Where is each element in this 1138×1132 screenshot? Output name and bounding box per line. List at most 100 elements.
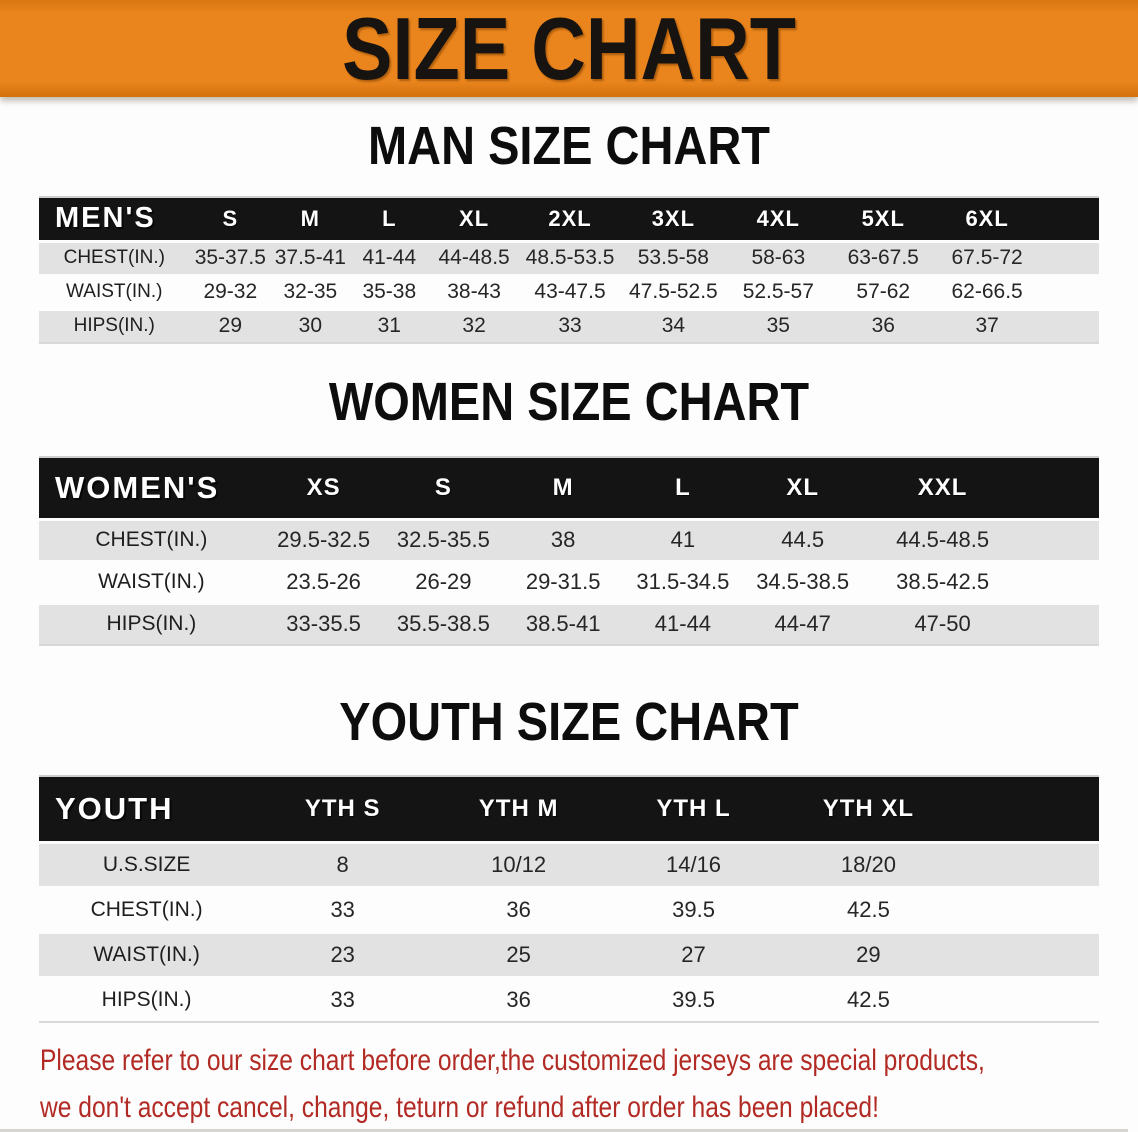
size-value: 29-32 bbox=[189, 273, 272, 309]
size-value: 42.5 bbox=[780, 975, 956, 1022]
spacer-cell bbox=[955, 885, 1099, 932]
size-value: 63-67.5 bbox=[830, 239, 936, 275]
size-column-header: S bbox=[189, 196, 272, 241]
measurement-row: CHEST(IN.) 33 36 39.5 42.5 bbox=[39, 885, 1099, 932]
size-column-header: XL bbox=[429, 196, 520, 241]
size-column-header: XL bbox=[742, 456, 863, 519]
size-column-header: 5XL bbox=[830, 196, 936, 241]
size-value: 43-47.5 bbox=[519, 273, 621, 309]
row-label: WAIST(IN.) bbox=[39, 273, 190, 309]
size-value: 62-66.5 bbox=[935, 273, 1039, 309]
size-column-header: L bbox=[349, 196, 430, 241]
bottom-edge-divider bbox=[0, 1129, 1128, 1132]
size-value: 38.5-42.5 bbox=[862, 559, 1023, 603]
size-value: 29 bbox=[189, 307, 272, 343]
size-value: 67.5-72 bbox=[935, 239, 1039, 275]
disclaimer-line-2: we don't accept cancel, change, teturn o… bbox=[40, 1091, 879, 1124]
size-column-header: S bbox=[383, 456, 504, 519]
youth-section-heading: YOUTH SIZE CHART bbox=[339, 692, 799, 752]
measurement-row: CHEST(IN.) 29.5-32.5 32.5-35.5 38 41 44.5 44.5… bbox=[39, 517, 1099, 561]
size-value: 25 bbox=[431, 930, 607, 977]
section-women: WOMEN SIZE CHART WOMEN'S XS S M L XL XXL CHEST… bbox=[0, 375, 1138, 646]
size-column-header: 3XL bbox=[620, 196, 726, 241]
size-column-header: M bbox=[503, 456, 624, 519]
size-value: 18/20 bbox=[780, 840, 956, 887]
size-column-header: 2XL bbox=[519, 196, 621, 241]
row-label: HIPS(IN.) bbox=[39, 601, 264, 645]
size-value: 31.5-34.5 bbox=[623, 559, 743, 603]
size-value: 32-35 bbox=[271, 273, 350, 309]
size-column-header: YTH M bbox=[431, 775, 607, 842]
size-value: 44.5-48.5 bbox=[862, 517, 1023, 561]
measurement-row: HIPS(IN.) 29 30 31 32 33 34 35 36 37 bbox=[39, 307, 1099, 343]
youth-group-label: YOUTH bbox=[39, 775, 255, 842]
size-value: 27 bbox=[606, 930, 781, 977]
size-value: 47.5-52.5 bbox=[620, 273, 726, 309]
youth-header-bar: YOUTH YTH S YTH M YTH L YTH XL bbox=[39, 775, 1099, 842]
size-value: 37 bbox=[935, 307, 1039, 343]
size-value: 36 bbox=[431, 885, 607, 932]
row-label: HIPS(IN.) bbox=[39, 975, 255, 1022]
spacer-cell bbox=[1022, 517, 1099, 561]
size-column-header: 6XL bbox=[935, 196, 1039, 241]
size-value: 8 bbox=[254, 840, 432, 887]
size-value: 58-63 bbox=[725, 239, 831, 275]
size-column-header: XXL bbox=[862, 456, 1023, 519]
spacer-cell bbox=[955, 975, 1099, 1022]
spacer-cell bbox=[955, 775, 1099, 842]
size-value: 36 bbox=[830, 307, 936, 343]
row-label: CHEST(IN.) bbox=[39, 885, 255, 932]
size-value: 23.5-26 bbox=[263, 559, 384, 603]
size-value: 47-50 bbox=[862, 601, 1023, 645]
size-value: 37.5-41 bbox=[271, 239, 350, 275]
size-value: 39.5 bbox=[606, 885, 781, 932]
size-value: 30 bbox=[271, 307, 350, 343]
women-group-label: WOMEN'S bbox=[39, 456, 264, 519]
size-value: 35.5-38.5 bbox=[383, 601, 504, 645]
women-header-bar: WOMEN'S XS S M L XL XXL bbox=[39, 456, 1099, 519]
row-label: U.S.SIZE bbox=[39, 840, 255, 887]
size-column-header: XS bbox=[263, 456, 384, 519]
men-header-bar: MEN'S S M L XL 2XL 3XL 4XL 5XL 6XL bbox=[39, 196, 1099, 241]
size-column-header: YTH L bbox=[606, 775, 781, 842]
size-value: 23 bbox=[254, 930, 432, 977]
size-value: 38-43 bbox=[429, 273, 520, 309]
size-value: 38.5-41 bbox=[503, 601, 624, 645]
size-value: 33 bbox=[519, 307, 621, 343]
size-value: 31 bbox=[349, 307, 430, 343]
section-men: MAN SIZE CHART MEN'S S M L XL 2XL 3XL 4XL 5XL 6XL… bbox=[0, 119, 1138, 344]
spacer-cell bbox=[955, 930, 1099, 977]
size-value: 34 bbox=[620, 307, 726, 343]
banner-title: SIZE CHART bbox=[341, 0, 797, 98]
women-size-table: WOMEN'S XS S M L XL XXL CHEST(IN.) 29.5-32.5 32.… bbox=[39, 456, 1099, 646]
size-value: 26-29 bbox=[383, 559, 504, 603]
measurement-row: U.S.SIZE 8 10/12 14/16 18/20 bbox=[39, 840, 1099, 887]
disclaimer-line-1: Please refer to our size chart before or… bbox=[40, 1044, 985, 1077]
size-value: 41-44 bbox=[623, 601, 743, 645]
size-value: 29 bbox=[780, 930, 956, 977]
size-value: 10/12 bbox=[431, 840, 607, 887]
measurement-row: WAIST(IN.) 23.5-26 26-29 29-31.5 31.5-34.5 34… bbox=[39, 559, 1099, 603]
size-value: 33-35.5 bbox=[263, 601, 384, 645]
banner: SIZE CHART bbox=[0, 0, 1138, 97]
size-value: 33 bbox=[254, 975, 432, 1022]
size-value: 29.5-32.5 bbox=[263, 517, 384, 561]
size-value: 38 bbox=[503, 517, 624, 561]
size-value: 41-44 bbox=[349, 239, 430, 275]
measurement-row: CHEST(IN.) 35-37.5 37.5-41 41-44 44-48.5 48.5… bbox=[39, 239, 1099, 275]
spacer-cell bbox=[1038, 196, 1099, 241]
size-column-header: 4XL bbox=[725, 196, 831, 241]
size-value: 42.5 bbox=[780, 885, 956, 932]
men-section-heading: MAN SIZE CHART bbox=[368, 116, 770, 176]
size-value: 36 bbox=[431, 975, 607, 1022]
size-value: 14/16 bbox=[606, 840, 781, 887]
size-value: 44-48.5 bbox=[429, 239, 520, 275]
size-value: 35-37.5 bbox=[189, 239, 272, 275]
size-value: 32 bbox=[429, 307, 520, 343]
men-size-table: MEN'S S M L XL 2XL 3XL 4XL 5XL 6XL CHEST(IN.) 35-3… bbox=[39, 196, 1099, 344]
size-value: 48.5-53.5 bbox=[519, 239, 621, 275]
size-value: 39.5 bbox=[606, 975, 781, 1022]
size-value: 41 bbox=[623, 517, 743, 561]
spacer-cell bbox=[1022, 601, 1099, 645]
size-value: 57-62 bbox=[830, 273, 936, 309]
